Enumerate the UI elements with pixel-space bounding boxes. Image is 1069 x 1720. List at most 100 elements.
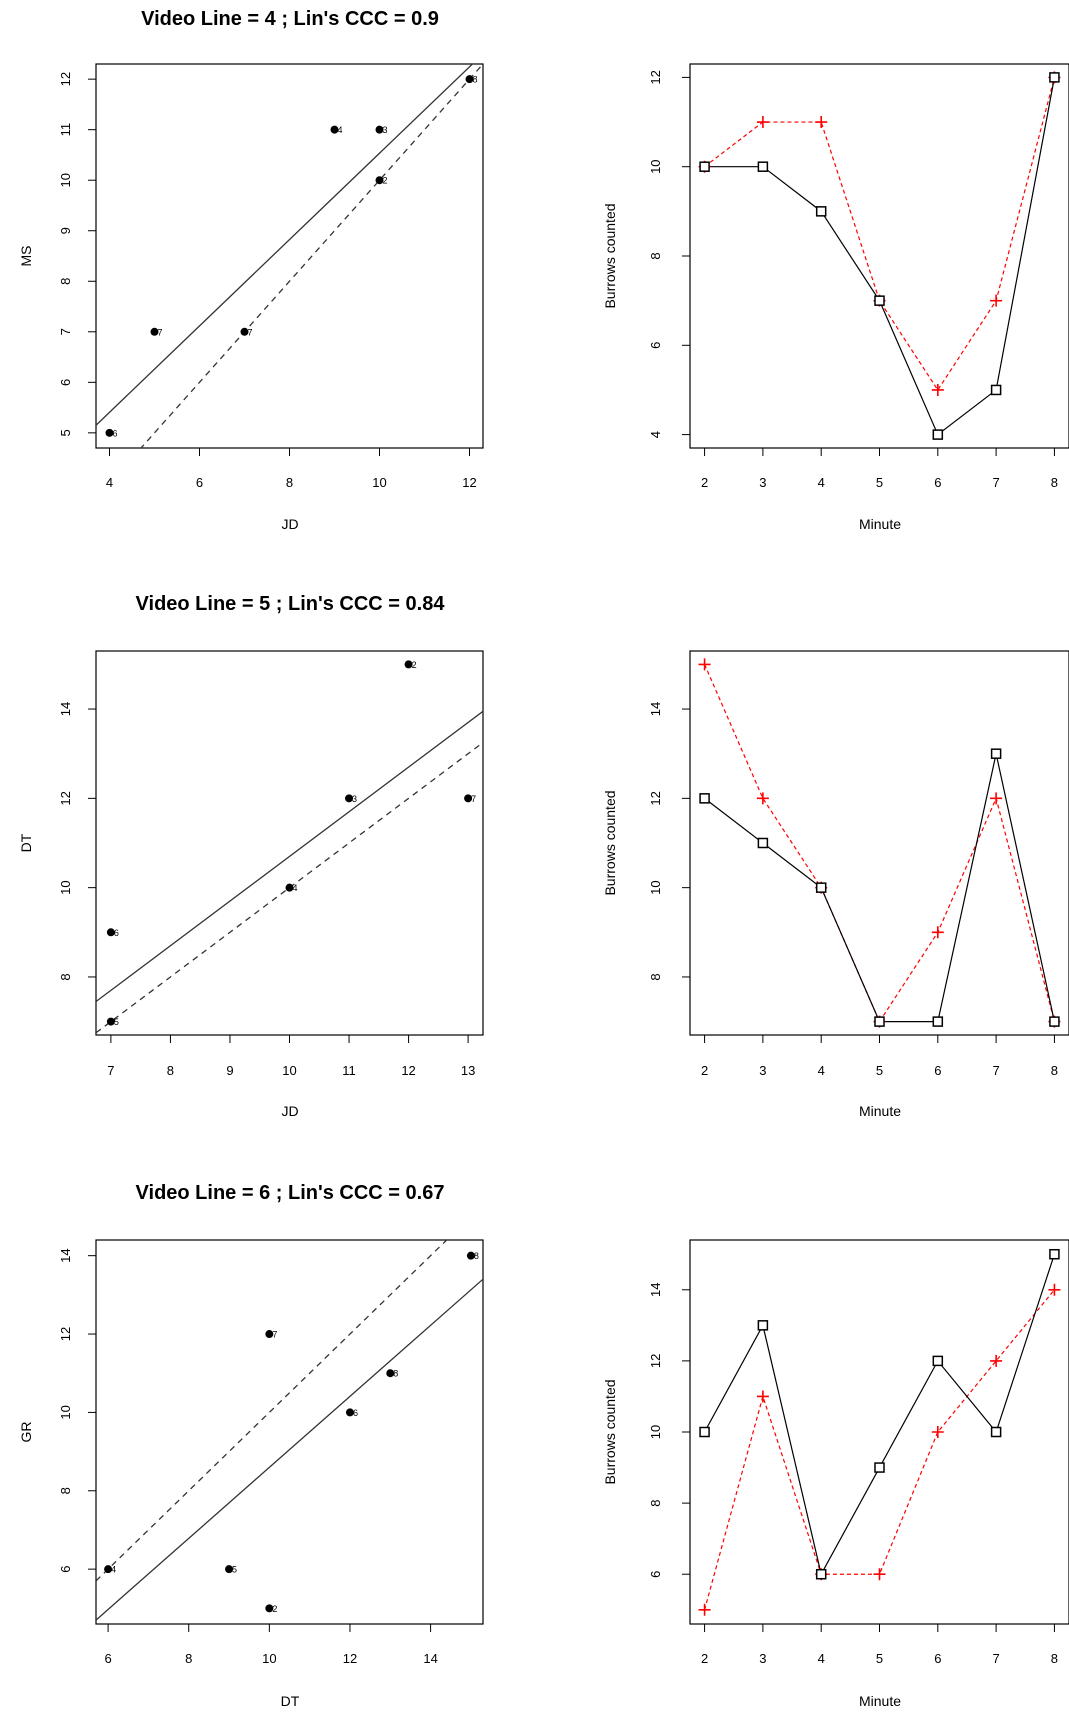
series-line-black xyxy=(704,753,1056,1023)
data-point xyxy=(265,1604,274,1613)
x-tick-label: 6 xyxy=(196,475,203,490)
x-tick-label: 13 xyxy=(461,1063,475,1078)
x-tick-label: 3 xyxy=(759,1063,766,1078)
y-tick-label: 14 xyxy=(58,702,73,716)
fit-line xyxy=(96,710,483,1003)
x-tick-label: 6 xyxy=(104,1651,111,1666)
y-tick-label: 12 xyxy=(648,1354,663,1368)
series-line-red xyxy=(703,1289,1055,1610)
plus-marker xyxy=(990,1354,1003,1367)
chart-panel-2: 2 3 4 5 6 7 8 4 6 8 10 12 Minute Burrows counted xyxy=(602,63,1069,532)
chart-title: Video Line = 4 ; Lin's CCC = 0.9 xyxy=(141,8,439,30)
data-point xyxy=(386,1369,395,1378)
square-marker xyxy=(757,161,769,172)
point-label: 4 xyxy=(338,125,343,135)
y-tick-label: 5 xyxy=(58,429,73,436)
square-marker xyxy=(757,1320,769,1331)
square-marker xyxy=(699,1426,710,1438)
square-marker xyxy=(874,295,885,306)
plus-marker xyxy=(1048,1283,1061,1296)
point-label: 3 xyxy=(352,794,357,804)
x-tick-label: 8 xyxy=(1051,1651,1058,1666)
x-tick-label: 8 xyxy=(1051,475,1058,490)
point-label: 7 xyxy=(272,1330,277,1340)
x-axis-label: DT xyxy=(281,1693,300,1709)
x-tick-label: 6 xyxy=(934,475,941,490)
data-point xyxy=(106,1017,115,1026)
plus-marker xyxy=(990,792,1003,805)
data-point xyxy=(345,794,354,803)
point-label: 2 xyxy=(412,660,417,670)
x-axis-label: JD xyxy=(281,516,298,532)
point-label: 7 xyxy=(248,327,253,337)
plot-frame xyxy=(689,650,1069,1036)
point-label: 8 xyxy=(473,75,478,85)
y-axis-label: Burrows counted xyxy=(602,203,618,308)
data-point xyxy=(105,428,114,437)
chart-panel-3: Video Line = 5 ; Lin's CCC = 0.84 7 8 9 10 11… xyxy=(18,593,484,1119)
y-tick-label: 14 xyxy=(648,1283,663,1297)
plot-area xyxy=(698,1248,1061,1616)
point-label: 5 xyxy=(114,1017,119,1027)
square-marker xyxy=(815,882,827,893)
y-tick-label: 10 xyxy=(648,159,663,173)
y-axis-label: Burrows counted xyxy=(602,790,618,895)
data-point xyxy=(375,125,384,134)
data-point xyxy=(104,1565,113,1574)
y-tick-label: 6 xyxy=(648,342,663,349)
y-tick-label: 6 xyxy=(58,379,73,386)
y-tick-label: 8 xyxy=(58,1487,73,1494)
y-axis-label: GR xyxy=(18,1422,34,1443)
y-tick-label: 12 xyxy=(58,1327,73,1341)
square-marker xyxy=(874,1462,885,1473)
plot-area: 6 5 4 3 2 7 xyxy=(96,660,483,1034)
x-tick-label: 4 xyxy=(818,475,825,490)
plus-marker xyxy=(873,1568,886,1581)
plus-marker xyxy=(756,1390,769,1403)
fit-line xyxy=(96,1278,483,1621)
y-tick-label: 8 xyxy=(648,1499,663,1506)
x-tick-label: 10 xyxy=(262,1651,276,1666)
plot-area: 6 7 7 4 3 2 8 xyxy=(96,64,483,448)
x-tick-label: 11 xyxy=(342,1063,356,1078)
x-tick-label: 12 xyxy=(462,475,476,490)
square-marker xyxy=(990,748,1002,759)
square-marker xyxy=(1049,72,1060,83)
plus-marker xyxy=(990,294,1003,307)
plot-frame xyxy=(689,1239,1069,1625)
y-tick-label: 12 xyxy=(648,70,663,84)
y-axis-label: Burrows counted xyxy=(602,1379,618,1484)
fit-line xyxy=(96,64,474,426)
x-tick-label: 12 xyxy=(401,1063,415,1078)
y-tick-label: 14 xyxy=(58,1248,73,1262)
identity-line xyxy=(96,742,483,1034)
series-line-black xyxy=(704,77,1056,436)
x-tick-label: 7 xyxy=(992,1651,999,1666)
x-tick-label: 14 xyxy=(423,1651,437,1666)
x-tick-label: 6 xyxy=(934,1063,941,1078)
square-marker xyxy=(932,1355,944,1367)
point-label: 8 xyxy=(474,1251,479,1261)
x-tick-label: 3 xyxy=(759,1651,766,1666)
x-tick-label: 9 xyxy=(226,1063,233,1078)
chart-panel-1: Video Line = 4 ; Lin's CCC = 0.9 4 6 8 10 12 5… xyxy=(18,8,484,532)
y-tick-label: 10 xyxy=(58,1405,73,1419)
data-point xyxy=(375,176,384,185)
point-label: 6 xyxy=(114,928,119,938)
x-axis-label: JD xyxy=(281,1103,298,1119)
data-point xyxy=(465,75,474,84)
plus-marker xyxy=(698,658,711,671)
point-label: 7 xyxy=(471,794,476,804)
x-tick-label: 3 xyxy=(759,475,766,490)
point-label: 2 xyxy=(383,176,388,186)
y-tick-label: 9 xyxy=(58,227,73,234)
plus-marker xyxy=(931,1426,944,1438)
point-label: 5 xyxy=(232,1565,237,1575)
square-marker xyxy=(699,793,710,804)
y-axis-label: MS xyxy=(18,246,34,267)
y-tick-label: 12 xyxy=(58,791,73,805)
square-marker xyxy=(1049,1248,1060,1260)
x-tick-label: 2 xyxy=(701,1651,708,1666)
data-point xyxy=(464,794,473,803)
y-tick-label: 12 xyxy=(648,791,663,805)
